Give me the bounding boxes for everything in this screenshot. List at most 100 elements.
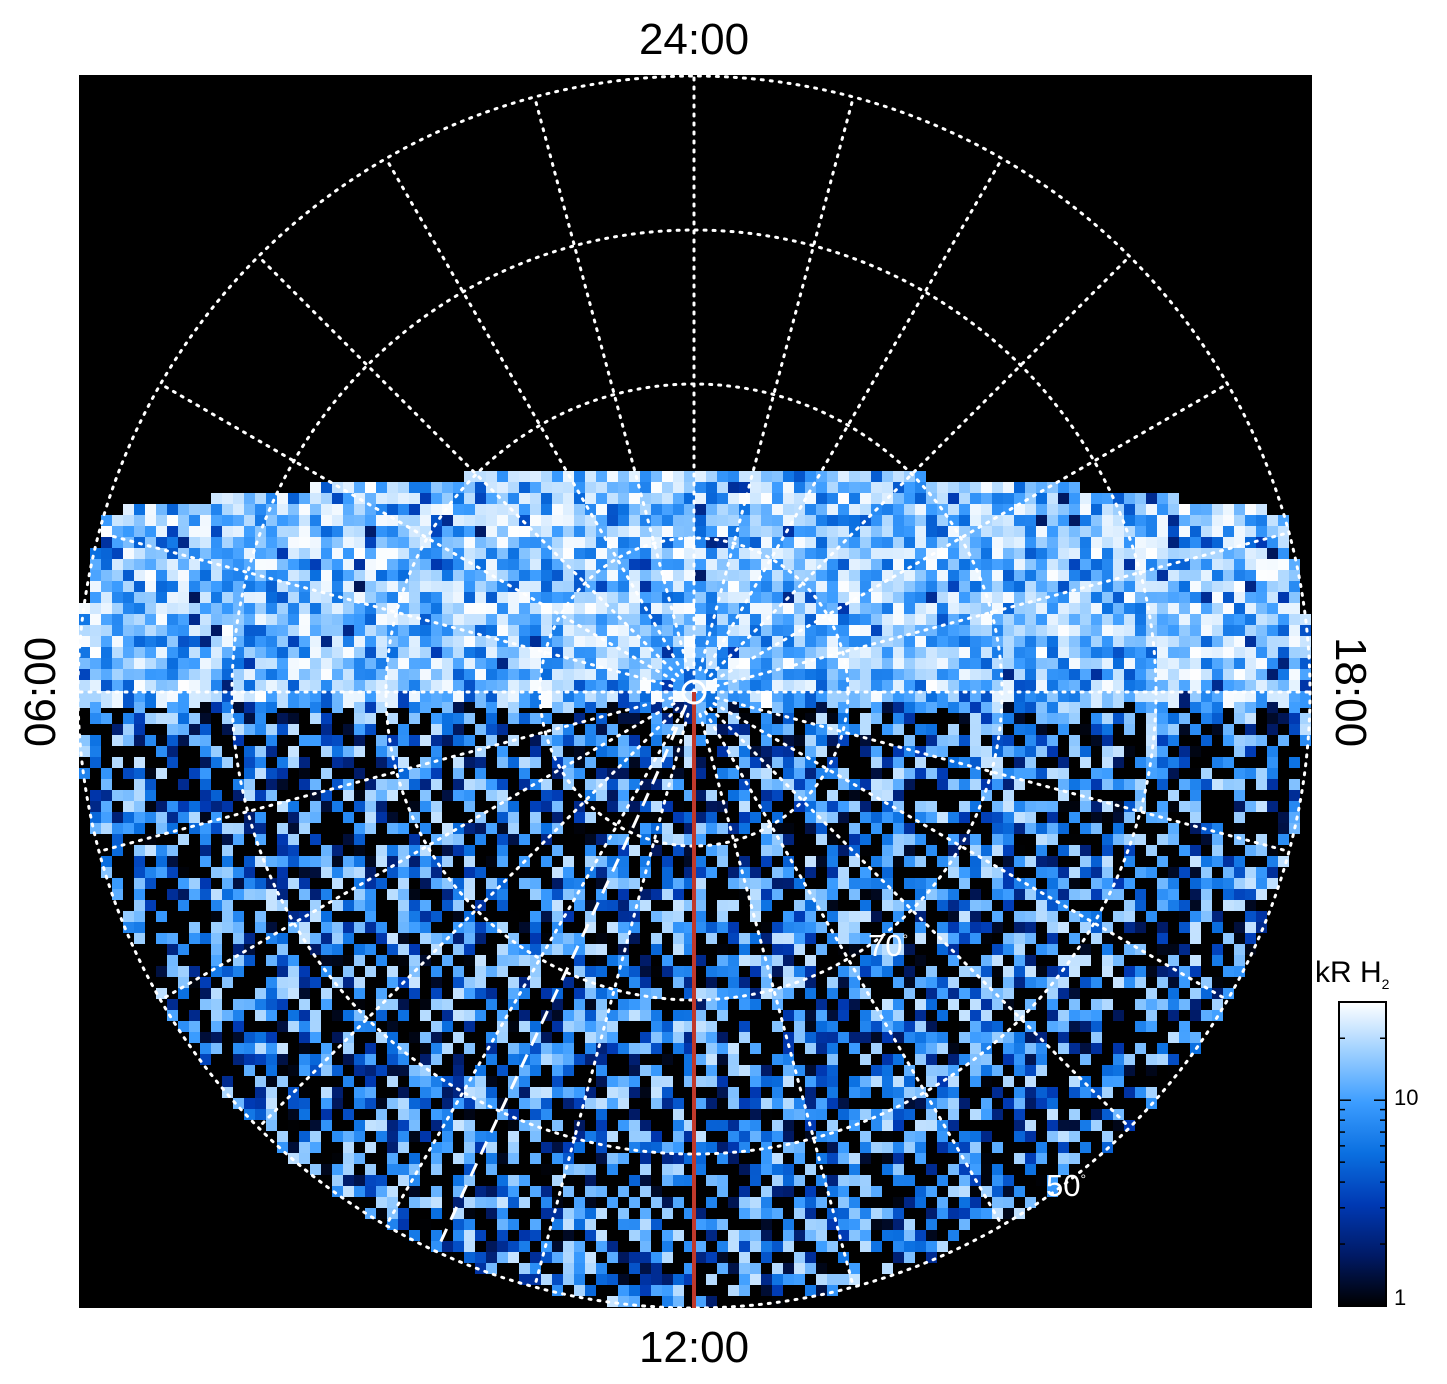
- heatmap-cell: [750, 504, 761, 521]
- heatmap-cell: [431, 856, 442, 867]
- heatmap-cell: [937, 603, 948, 620]
- heatmap-cell: [629, 504, 640, 521]
- heatmap-cell: [508, 988, 519, 999]
- heatmap-cell: [299, 889, 310, 900]
- heatmap-cell: [981, 625, 992, 642]
- heatmap-cell: [420, 724, 431, 735]
- heatmap-cell: [783, 713, 794, 724]
- heatmap-cell: [343, 856, 354, 867]
- heatmap-cell: [651, 603, 662, 620]
- heatmap-cell: [1212, 647, 1223, 664]
- heatmap-cell: [651, 713, 662, 724]
- heatmap-cell: [739, 658, 750, 675]
- heatmap-cell: [1190, 636, 1201, 653]
- heatmap-cell: [233, 702, 244, 713]
- heatmap-cell: [431, 1043, 442, 1054]
- heatmap-cell: [365, 1043, 376, 1054]
- heatmap-cell: [1080, 757, 1091, 768]
- heatmap-cell: [926, 999, 937, 1010]
- heatmap-cell: [1047, 515, 1058, 532]
- heatmap-cell: [1113, 515, 1124, 532]
- heatmap-cell: [266, 977, 277, 988]
- heatmap-cell: [585, 977, 596, 988]
- heatmap-cell: [486, 713, 497, 724]
- heatmap-cell: [299, 977, 310, 988]
- heatmap-cell: [970, 680, 981, 697]
- heatmap-cell: [629, 1142, 640, 1153]
- heatmap-cell: [585, 1098, 596, 1109]
- heatmap-cell: [849, 526, 860, 543]
- heatmap-cell: [706, 548, 717, 565]
- heatmap-cell: [970, 614, 981, 631]
- heatmap-cell: [288, 801, 299, 812]
- heatmap-cell: [1190, 581, 1201, 598]
- heatmap-cell: [717, 955, 728, 966]
- heatmap-cell: [1014, 647, 1025, 664]
- heatmap-cell: [277, 900, 288, 911]
- heatmap-cell: [937, 504, 948, 521]
- heatmap-cell: [145, 581, 156, 598]
- heatmap-cell: [387, 999, 398, 1010]
- heatmap-cell: [1201, 702, 1212, 713]
- heatmap-cell: [1146, 702, 1157, 713]
- heatmap-cell: [1014, 922, 1025, 933]
- heatmap-cell: [1003, 658, 1014, 675]
- heatmap-cell: [365, 1120, 376, 1131]
- heatmap-cell: [893, 570, 904, 587]
- heatmap-cell: [233, 1021, 244, 1032]
- heatmap-cell: [717, 482, 728, 499]
- heatmap-cell: [1245, 845, 1256, 856]
- heatmap-cell: [827, 977, 838, 988]
- heatmap-cell: [387, 581, 398, 598]
- heatmap-cell: [1080, 1010, 1091, 1021]
- heatmap-cell: [684, 537, 695, 554]
- heatmap-cell: [1278, 559, 1289, 576]
- heatmap-cell: [134, 823, 145, 834]
- heatmap-cell: [761, 724, 772, 735]
- heatmap-cell: [673, 779, 684, 790]
- heatmap-cell: [794, 735, 805, 746]
- heatmap-cell: [365, 1087, 376, 1098]
- heatmap-cell: [1168, 724, 1179, 735]
- heatmap-cell: [1124, 801, 1135, 812]
- heatmap-cell: [684, 1021, 695, 1032]
- heatmap-cell: [640, 691, 651, 708]
- heatmap-cell: [695, 790, 706, 801]
- heatmap-cell: [1135, 526, 1146, 543]
- heatmap-cell: [1113, 647, 1124, 664]
- heatmap-cell: [651, 570, 662, 587]
- heatmap-cell: [1278, 625, 1289, 642]
- heatmap-cell: [211, 647, 222, 664]
- heatmap-cell: [1267, 625, 1278, 642]
- heatmap-cell: [805, 1164, 816, 1175]
- heatmap-cell: [244, 823, 255, 834]
- heatmap-cell: [1113, 1120, 1124, 1131]
- heatmap-cell: [794, 1153, 805, 1164]
- heatmap-cell: [475, 482, 486, 499]
- heatmap-cell: [871, 581, 882, 598]
- heatmap-cell: [123, 922, 134, 933]
- heatmap-cell: [871, 702, 882, 713]
- heatmap-cell: [1157, 977, 1168, 988]
- heatmap-cell: [310, 779, 321, 790]
- heatmap-cell: [288, 1021, 299, 1032]
- heatmap-cell: [552, 537, 563, 554]
- heatmap-cell: [200, 757, 211, 768]
- heatmap-cell: [409, 702, 420, 713]
- heatmap-cell: [849, 504, 860, 521]
- heatmap-cell: [321, 768, 332, 779]
- heatmap-cell: [585, 1010, 596, 1021]
- heatmap-cell: [1025, 636, 1036, 653]
- heatmap-cell: [860, 988, 871, 999]
- heatmap-cell: [134, 625, 145, 642]
- heatmap-cell: [761, 669, 772, 686]
- heatmap-cell: [585, 548, 596, 565]
- heatmap-cell: [904, 603, 915, 620]
- heatmap-cell: [1157, 504, 1168, 521]
- heatmap-cell: [662, 856, 673, 867]
- heatmap-cell: [112, 526, 123, 543]
- heatmap-cell: [200, 680, 211, 697]
- heatmap-cell: [827, 1076, 838, 1087]
- heatmap-cell: [398, 867, 409, 878]
- heatmap-cell: [871, 504, 882, 521]
